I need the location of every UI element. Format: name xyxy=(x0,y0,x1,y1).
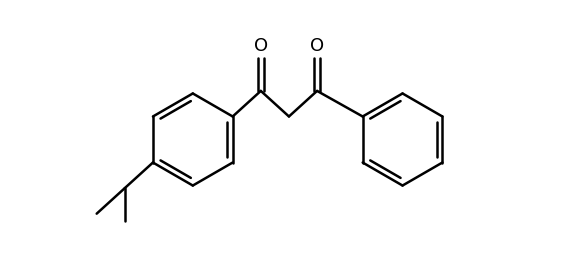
Text: O: O xyxy=(310,37,324,55)
Text: O: O xyxy=(254,37,268,55)
